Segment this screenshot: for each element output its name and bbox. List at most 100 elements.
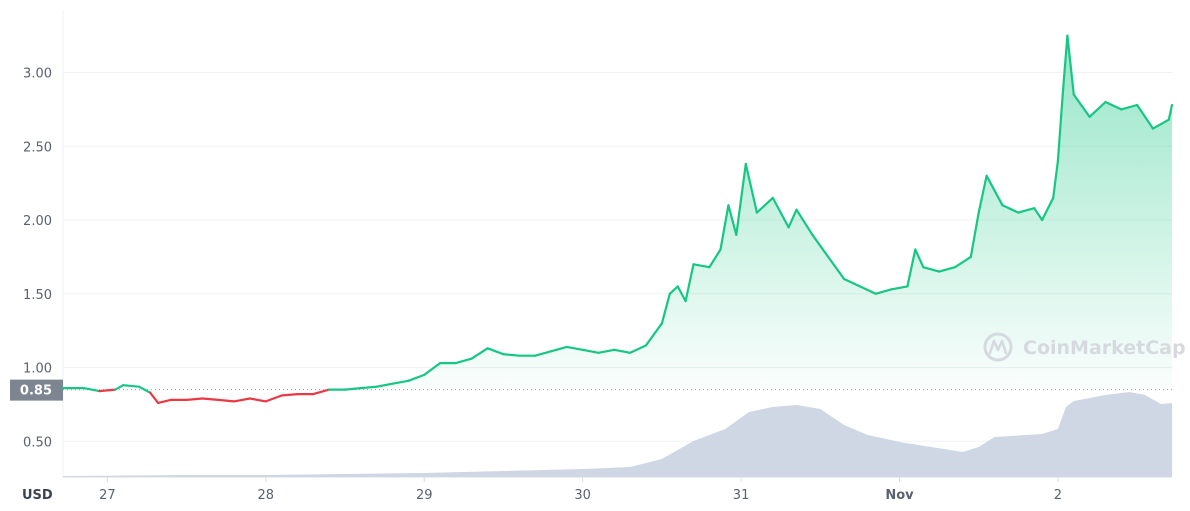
price-segment — [454, 357, 473, 365]
price-segment — [827, 255, 846, 281]
price-segment — [470, 347, 489, 360]
price-line[interactable] — [61, 34, 1174, 404]
price-segment — [1001, 204, 1020, 214]
price-segment — [858, 285, 877, 295]
price-segment — [597, 348, 616, 354]
price-segment — [985, 174, 1004, 207]
y-tick-label: 2.50 — [23, 140, 52, 155]
price-segment — [549, 345, 568, 353]
price-segment — [486, 347, 505, 356]
price-segment — [795, 208, 814, 236]
price-segment — [708, 248, 722, 269]
currency-label: USD — [22, 488, 53, 503]
price-segment — [744, 162, 759, 214]
price-segment — [264, 394, 283, 403]
price-segment — [233, 397, 251, 403]
price-segment — [906, 248, 917, 288]
price-segment — [727, 204, 738, 236]
price-segment — [375, 382, 394, 388]
y-tick-label: 2.00 — [23, 214, 52, 229]
price-segment — [1066, 34, 1075, 96]
y-tick-label: 1.50 — [23, 288, 52, 303]
price-segment — [1017, 207, 1036, 214]
x-tick-label: 28 — [258, 488, 275, 503]
price-segment — [629, 344, 648, 354]
price-segment — [719, 204, 730, 251]
price-segment — [137, 385, 152, 394]
price-segment — [735, 162, 747, 236]
price-segment — [122, 384, 141, 388]
price-segment — [423, 362, 442, 376]
price-segment — [359, 385, 378, 390]
price-segment — [1088, 100, 1107, 118]
price-segment — [811, 233, 830, 258]
price-segment — [343, 387, 362, 391]
price-fill — [63, 35, 1172, 390]
price-segment — [1135, 103, 1155, 130]
price-segment — [1040, 196, 1055, 222]
y-axis: 0.50 1.00 1.50 2.00 2.50 3.00 — [23, 67, 52, 451]
x-tick-label: 31 — [733, 488, 750, 503]
price-segment — [890, 285, 909, 291]
price-segment — [969, 211, 980, 258]
price-segment — [676, 285, 687, 303]
x-tick-label: 27 — [99, 488, 116, 503]
y-tick-label: 3.00 — [23, 67, 52, 82]
watermark-text: CoinMarketCap — [1023, 337, 1186, 359]
price-segment — [502, 353, 521, 357]
price-segment — [201, 397, 220, 401]
price-segment — [82, 387, 101, 393]
price-segment — [692, 263, 711, 269]
price-segment — [922, 266, 941, 273]
price-segment — [185, 397, 204, 401]
price-segment — [1052, 159, 1060, 199]
price-segment — [874, 288, 893, 295]
price-segment — [280, 393, 299, 397]
price-segment — [668, 285, 679, 295]
price-segment — [1061, 34, 1069, 96]
x-axis: 27 28 29 30 31 Nov 2 — [99, 477, 1062, 503]
price-segment — [98, 388, 117, 393]
price-segment — [1033, 207, 1044, 222]
price-segment — [157, 398, 172, 404]
volume-area — [63, 392, 1172, 477]
price-segment — [1104, 100, 1123, 111]
price-segment — [407, 373, 426, 382]
price-segment — [755, 196, 774, 214]
price-segment — [660, 292, 671, 325]
price-segment — [581, 348, 600, 354]
x-tick-label: 2 — [1054, 488, 1062, 503]
price-segment — [114, 384, 125, 391]
y-tick-label: 1.00 — [23, 362, 52, 377]
price-segment — [149, 391, 160, 404]
reference-line: 0.85 — [10, 379, 1172, 401]
price-segment — [937, 266, 957, 273]
price-segment — [312, 388, 331, 396]
price-segment — [977, 174, 988, 214]
price-segment — [533, 350, 553, 357]
price-segment — [914, 248, 925, 269]
x-tick-label: 30 — [574, 488, 591, 503]
price-segment — [787, 208, 798, 229]
reference-badge-label: 0.85 — [20, 384, 52, 399]
price-segment — [644, 322, 664, 347]
price-segment — [1151, 118, 1170, 130]
price-segment — [1072, 93, 1091, 118]
coinmarketcap-logo-icon — [983, 332, 1013, 362]
reference-badge — [10, 379, 63, 401]
price-segment — [613, 348, 632, 354]
price-segment — [391, 379, 410, 385]
price-area — [63, 35, 1172, 390]
price-segment — [1056, 93, 1064, 163]
x-tick-label: 29 — [416, 488, 433, 503]
price-segment — [771, 196, 790, 229]
price-segment — [842, 277, 862, 288]
price-segment — [248, 397, 267, 403]
price-segment — [217, 398, 236, 403]
price-segment — [565, 345, 584, 351]
y-tick-label: 0.50 — [23, 435, 52, 450]
price-segment — [1167, 103, 1174, 121]
price-segment — [953, 255, 972, 269]
